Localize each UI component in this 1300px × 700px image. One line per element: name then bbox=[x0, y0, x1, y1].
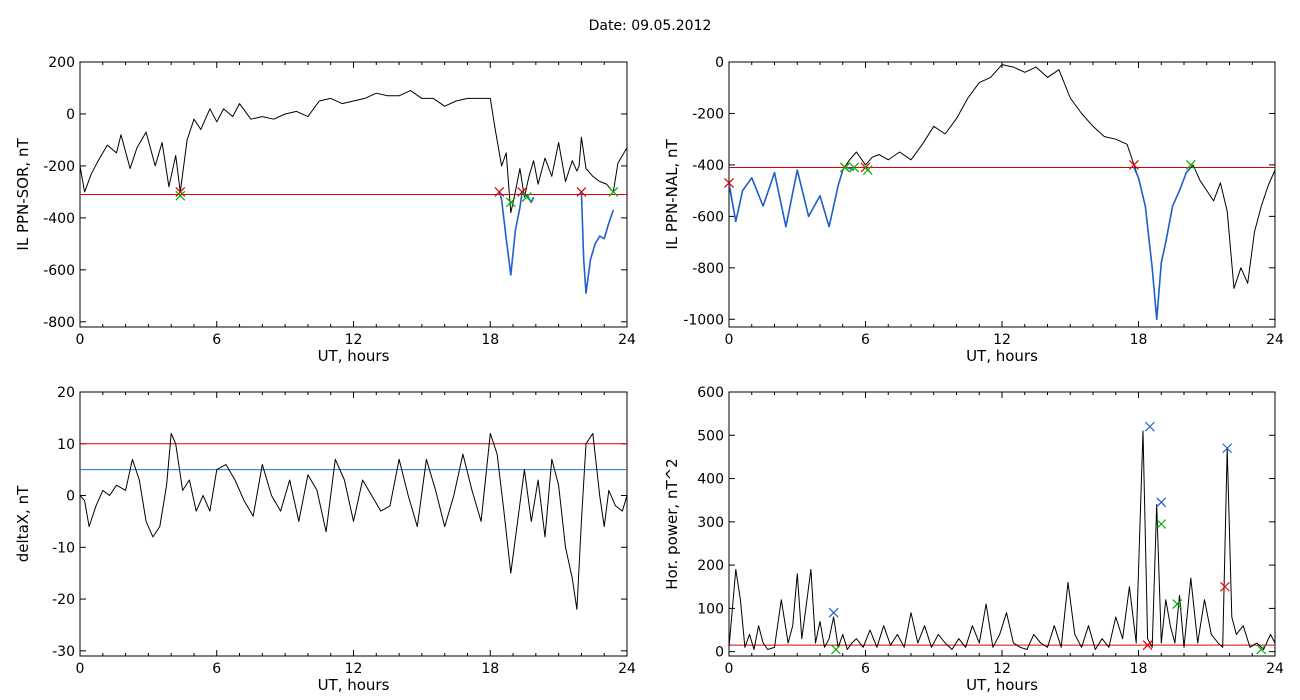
x-axis-label: UT, hours bbox=[966, 347, 1038, 365]
x-tick-label: 24 bbox=[1266, 332, 1284, 348]
y-tick-label: 0 bbox=[66, 489, 75, 505]
y-tick-label: -20 bbox=[52, 592, 75, 608]
data-marker bbox=[576, 186, 587, 197]
y-tick-label: -800 bbox=[43, 315, 75, 331]
plot-frame bbox=[728, 61, 1276, 328]
y-tick-label: 0 bbox=[715, 645, 724, 661]
data-marker bbox=[505, 197, 516, 208]
y-tick-label: 200 bbox=[48, 55, 75, 71]
x-tick-label: 12 bbox=[993, 661, 1011, 677]
y-tick-label: 0 bbox=[66, 107, 75, 123]
plot-frame bbox=[79, 391, 628, 657]
data-marker bbox=[1172, 599, 1183, 609]
data-marker bbox=[840, 162, 850, 173]
y-tick-label: -10 bbox=[52, 540, 75, 556]
y-tick-label: -1000 bbox=[683, 312, 724, 328]
y-tick-label: -30 bbox=[52, 644, 75, 660]
x-tick-label: 6 bbox=[861, 332, 870, 348]
plot-data bbox=[80, 432, 627, 610]
y-tick-label: 0 bbox=[715, 55, 724, 71]
series-line bbox=[80, 432, 627, 610]
data-marker bbox=[862, 165, 873, 175]
x-tick-label: 12 bbox=[345, 661, 363, 677]
x-tick-label: 0 bbox=[725, 332, 734, 348]
x-tick-label: 18 bbox=[481, 332, 499, 348]
x-axis-label: UT, hours bbox=[966, 676, 1038, 694]
data-marker bbox=[1220, 581, 1230, 592]
data-marker bbox=[608, 186, 619, 197]
y-tick-label: -400 bbox=[692, 158, 724, 174]
panel-deltax: 0 6 12 18 24 20 10 0 -10 -20 -30 UT, hours deltaX, n… bbox=[14, 385, 636, 694]
panel-il-ppn-nal: 0 6 12 18 24 0 -200 -400 -600 -800 -1000 UT, hours I… bbox=[663, 55, 1284, 365]
data-marker bbox=[175, 186, 186, 197]
panel-hor-power: 0 6 12 18 24 600 500 400 300 200 100 0 UT, hours Hor.… bbox=[663, 385, 1284, 694]
y-tick-label: -200 bbox=[692, 106, 724, 122]
data-marker bbox=[1256, 644, 1267, 655]
data-marker bbox=[1156, 519, 1167, 529]
series-line bbox=[498, 191, 523, 276]
y-tick-label: 20 bbox=[57, 385, 75, 401]
x-tick-label: 12 bbox=[345, 332, 363, 348]
y-axis-label: IL PPN-SOR, nT bbox=[14, 138, 32, 251]
data-marker bbox=[1185, 159, 1196, 170]
series-line bbox=[847, 166, 855, 171]
x-tick-label: 6 bbox=[212, 661, 221, 677]
x-tick-label: 12 bbox=[993, 332, 1011, 348]
data-marker bbox=[1129, 159, 1139, 170]
x-tick-label: 18 bbox=[481, 661, 499, 677]
x-tick-label: 24 bbox=[1266, 661, 1284, 677]
series-line bbox=[526, 194, 535, 204]
x-tick-label: 0 bbox=[76, 661, 85, 677]
y-axis-label: Hor. power, nT^2 bbox=[663, 458, 681, 589]
y-axis-label: IL PPN-NAL, nT bbox=[663, 139, 681, 250]
data-marker bbox=[849, 162, 860, 173]
data-marker bbox=[831, 644, 841, 655]
y-tick-label: 300 bbox=[697, 515, 724, 531]
data-marker bbox=[1156, 497, 1167, 508]
series-line bbox=[729, 169, 844, 228]
y-tick-label: -200 bbox=[43, 159, 75, 175]
y-tick-label: -400 bbox=[43, 211, 75, 227]
data-marker bbox=[175, 190, 186, 201]
x-axis-label: UT, hours bbox=[318, 347, 390, 365]
series-line bbox=[729, 64, 1275, 320]
plot-frame bbox=[728, 391, 1276, 657]
series-line bbox=[729, 430, 1275, 650]
data-marker bbox=[828, 607, 839, 618]
x-tick-label: 24 bbox=[618, 661, 636, 677]
page-title: Date: 09.05.2012 bbox=[588, 18, 712, 34]
data-marker bbox=[724, 177, 734, 188]
y-tick-label: 500 bbox=[697, 428, 724, 444]
data-marker bbox=[1144, 421, 1155, 432]
y-tick-label: 10 bbox=[57, 437, 75, 453]
plot-data bbox=[729, 64, 1275, 321]
series-line bbox=[80, 90, 627, 214]
data-marker bbox=[1142, 640, 1153, 651]
data-marker bbox=[494, 186, 505, 197]
y-tick-label: -600 bbox=[43, 263, 75, 279]
x-tick-label: 24 bbox=[618, 332, 636, 348]
data-marker bbox=[521, 192, 532, 203]
plot-data bbox=[80, 90, 627, 295]
x-tick-label: 0 bbox=[725, 661, 734, 677]
y-tick-label: 200 bbox=[697, 558, 724, 574]
series-line bbox=[1133, 166, 1192, 321]
x-tick-label: 18 bbox=[1130, 661, 1148, 677]
plot-data bbox=[729, 430, 1275, 650]
x-tick-label: 0 bbox=[76, 332, 85, 348]
data-marker bbox=[1222, 443, 1233, 454]
y-tick-label: 100 bbox=[697, 601, 724, 617]
x-axis-label: UT, hours bbox=[318, 676, 390, 694]
series-line bbox=[580, 191, 615, 295]
x-tick-label: 6 bbox=[861, 661, 870, 677]
x-tick-label: 6 bbox=[212, 332, 221, 348]
y-axis-label: deltaX, nT bbox=[14, 485, 32, 562]
y-tick-label: -800 bbox=[692, 261, 724, 277]
y-tick-label: 400 bbox=[697, 472, 724, 488]
y-tick-label: -600 bbox=[692, 209, 724, 225]
x-tick-label: 18 bbox=[1130, 332, 1148, 348]
y-tick-label: 600 bbox=[697, 385, 724, 401]
panel-il-ppn-sor: 0 6 12 18 24 200 0 -200 -400 -600 -800 UT, hours IL … bbox=[14, 55, 636, 365]
